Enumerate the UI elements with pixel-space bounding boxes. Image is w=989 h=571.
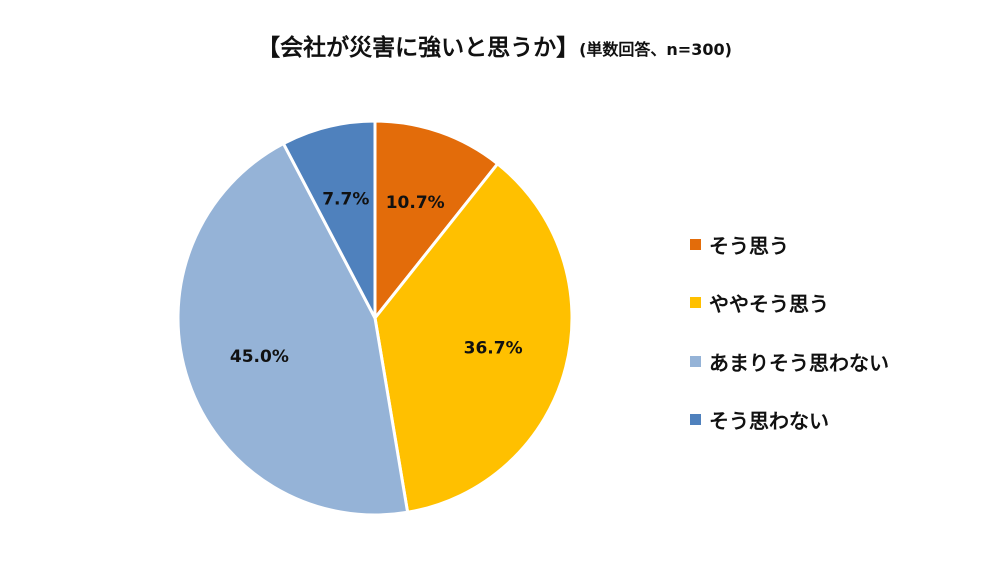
legend-item-1: そう思う [690,215,889,274]
data-label-3: 45.0% [230,347,289,367]
pie-slice-4 [281,119,377,320]
legend-item-3: あまりそう思わない [690,332,889,391]
pie-slice-1 [373,119,500,320]
legend-swatch-4 [690,414,701,426]
data-label-4: 7.7% [322,190,369,210]
data-label-2: 36.7% [464,338,523,358]
data-label-1: 10.7% [386,193,445,213]
pie-slice-2 [373,162,574,514]
chart-subtitle: (単数回答、n=300) [579,40,732,59]
legend-label-1: そう思う [709,233,789,258]
pie-slice-3 [176,142,410,517]
legend-swatch-2 [690,297,701,309]
chart-title: 【会社が災害に強いと思うか】(単数回答、n=300) [0,28,989,62]
legend-swatch-3 [690,355,701,367]
chart-title-main: 【会社が災害に強いと思うか】 [257,35,580,61]
legend: そう思うややそう思うあまりそう思わない そう思わない [690,215,889,449]
legend-label-3: あまりそう思わない [709,350,889,375]
legend-label-2: ややそう思う [709,292,829,317]
legend-item-2: ややそう思う [690,274,889,333]
legend-swatch-1 [690,238,701,250]
legend-label-4: そう思わない [709,409,829,434]
legend-item-4: そう思わない [690,391,889,450]
